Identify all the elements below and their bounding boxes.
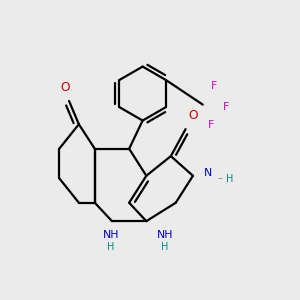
Text: –: – [218,173,222,183]
Text: O: O [61,81,70,94]
Text: NH: NH [103,230,119,240]
Text: N: N [203,168,212,178]
Text: H: H [107,242,114,252]
Text: NH: NH [157,230,173,240]
Text: F: F [208,121,214,130]
Text: H: H [226,174,233,184]
Text: F: F [211,81,217,91]
Text: H: H [161,242,168,252]
Text: F: F [223,102,229,112]
Text: O: O [188,109,198,122]
